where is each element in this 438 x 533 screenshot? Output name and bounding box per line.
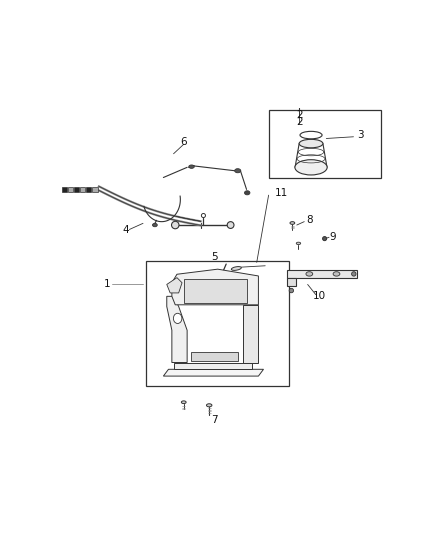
Text: 5: 5 [211,252,218,262]
Ellipse shape [352,272,356,276]
Ellipse shape [189,165,194,168]
Ellipse shape [289,288,293,293]
Ellipse shape [333,272,340,276]
Text: 6: 6 [180,137,187,147]
Ellipse shape [290,222,295,224]
Polygon shape [184,279,247,303]
Text: 1: 1 [104,279,111,289]
Ellipse shape [295,160,327,175]
Ellipse shape [300,131,322,139]
Text: 7: 7 [211,415,218,425]
Ellipse shape [322,237,327,241]
Polygon shape [167,296,187,362]
Ellipse shape [173,313,182,324]
Ellipse shape [296,242,300,245]
Ellipse shape [231,266,241,270]
Text: 2: 2 [296,117,303,126]
Text: 8: 8 [306,215,313,225]
Ellipse shape [172,221,179,229]
Polygon shape [173,362,251,369]
Ellipse shape [181,401,186,403]
Polygon shape [163,369,264,376]
Text: 9: 9 [330,232,336,242]
Ellipse shape [206,404,212,407]
Ellipse shape [235,168,241,173]
Bar [74,187,79,192]
Ellipse shape [227,222,234,229]
Bar [191,352,238,361]
Text: 10: 10 [313,292,326,301]
Text: 3: 3 [357,130,364,140]
Polygon shape [167,278,182,293]
Bar [61,187,67,192]
Polygon shape [287,270,357,278]
Text: 11: 11 [275,188,288,198]
Polygon shape [172,269,258,305]
Ellipse shape [306,272,313,276]
Ellipse shape [201,214,205,217]
Bar [80,187,85,192]
Bar [86,187,92,192]
Ellipse shape [299,139,323,148]
Text: 4: 4 [123,225,129,235]
Bar [146,261,289,386]
Bar [92,187,98,192]
Polygon shape [243,305,258,362]
Text: 2: 2 [296,110,303,120]
Bar [67,187,73,192]
Bar [268,110,381,177]
Ellipse shape [244,191,250,195]
Ellipse shape [152,223,157,227]
Polygon shape [287,278,296,286]
